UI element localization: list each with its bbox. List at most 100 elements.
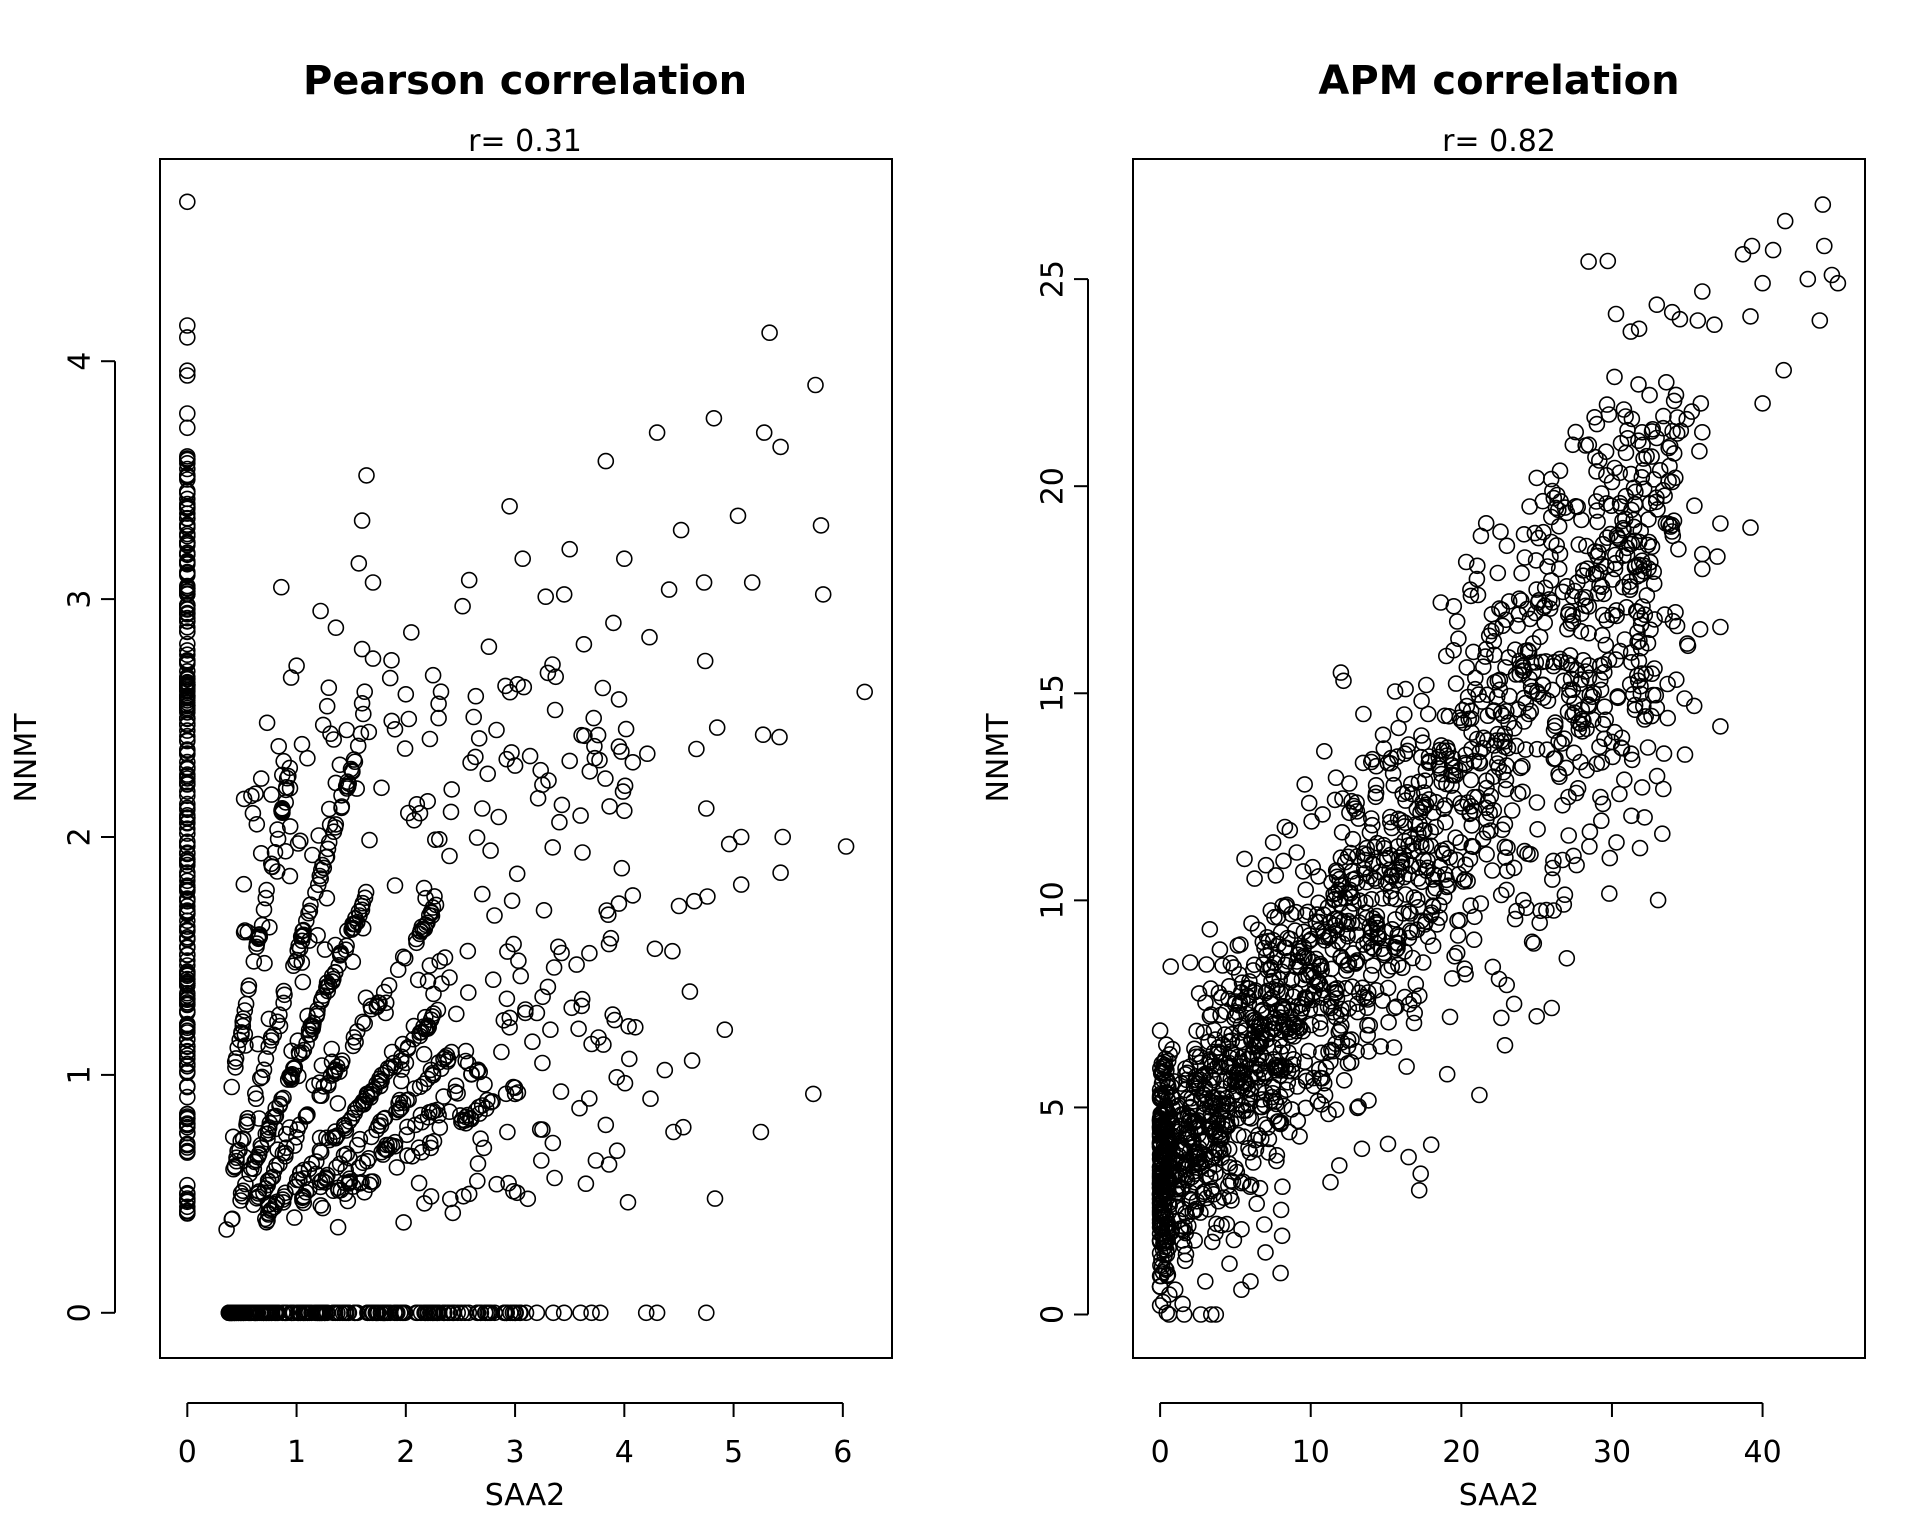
data-point [1436, 707, 1454, 725]
data-point [1396, 868, 1413, 886]
data-point [1299, 903, 1317, 921]
data-point [493, 1043, 510, 1061]
data-point [1609, 689, 1627, 707]
x-tick-label: 5 [724, 1435, 743, 1470]
data-point [681, 983, 699, 1000]
data-point [424, 666, 442, 684]
data-point [1413, 692, 1430, 710]
data-point [394, 1094, 412, 1112]
data-point [1641, 386, 1658, 404]
x-tick-label: 20 [1442, 1435, 1480, 1470]
data-point [282, 669, 300, 686]
data-point [1389, 810, 1407, 828]
data-point [546, 701, 564, 719]
data-point [1397, 680, 1414, 698]
data-point [598, 902, 616, 919]
data-point [488, 1175, 506, 1193]
data-point [179, 678, 196, 696]
data-point [1367, 776, 1385, 794]
data-point [1419, 852, 1436, 870]
data-point [417, 889, 434, 907]
data-point [1598, 396, 1616, 413]
data-point [250, 1110, 268, 1127]
data-point [1311, 1060, 1328, 1078]
data-point [580, 1090, 598, 1107]
data-point [1417, 913, 1435, 930]
data-point [179, 635, 196, 653]
data-point [1640, 533, 1658, 551]
data-point [1496, 838, 1514, 856]
data-point [626, 1019, 644, 1036]
data-point [467, 748, 484, 766]
data-point [1253, 1016, 1270, 1034]
data-point [416, 1008, 434, 1026]
data-point [1588, 415, 1606, 433]
data-point [1625, 511, 1642, 529]
data-point [1385, 776, 1403, 794]
data-point [1310, 894, 1327, 912]
data-point [1627, 483, 1644, 501]
data-point [1217, 1003, 1235, 1021]
data-point [388, 1159, 406, 1176]
data-point [1246, 956, 1263, 974]
data-point [1205, 1061, 1223, 1078]
data-point [275, 982, 293, 1000]
data-point [620, 1050, 638, 1068]
data-point [1655, 745, 1673, 762]
data-point [1554, 796, 1571, 814]
data-point [1262, 1023, 1279, 1040]
data-point [447, 1077, 465, 1095]
data-point [260, 1196, 277, 1214]
data-point [1154, 1125, 1172, 1143]
data-point [1262, 1092, 1280, 1110]
data-point [1544, 681, 1561, 699]
data-point [1427, 818, 1445, 836]
data-point [337, 1122, 355, 1139]
data-point [572, 1304, 589, 1322]
x-tick-label: 10 [1292, 1435, 1330, 1470]
data-point [473, 800, 491, 817]
data-point [395, 1214, 412, 1231]
data-point [1664, 612, 1682, 630]
data-point [1637, 708, 1654, 725]
data-point [1531, 628, 1549, 646]
data-point [1394, 785, 1411, 803]
data-point [467, 1102, 485, 1119]
data-point [1659, 709, 1676, 727]
x-tick-label: 3 [506, 1435, 525, 1470]
data-point [551, 813, 568, 831]
data-point [729, 507, 747, 525]
data-point [1297, 881, 1314, 899]
data-point [179, 912, 196, 930]
data-point [1273, 999, 1291, 1016]
data-point [1495, 763, 1512, 781]
data-point [572, 807, 589, 824]
data-point [497, 1085, 515, 1103]
data-point [416, 1020, 434, 1038]
data-point [353, 1173, 370, 1191]
data-point [1273, 1227, 1291, 1245]
data-point [1638, 587, 1656, 604]
data-point [397, 685, 415, 703]
data-point [1477, 799, 1495, 817]
data-point [656, 1061, 674, 1079]
data-point [227, 1059, 244, 1076]
data-point [1208, 1140, 1225, 1158]
data-point [289, 1304, 307, 1322]
data-point [311, 1129, 329, 1147]
data-point [179, 673, 196, 691]
data-point [1776, 212, 1794, 230]
data-point [228, 1149, 245, 1166]
data-point [321, 816, 339, 834]
data-point [1607, 546, 1624, 564]
data-point [1223, 1026, 1240, 1043]
data-point [499, 1123, 516, 1141]
data-point [1635, 557, 1653, 574]
data-point [179, 460, 196, 478]
data-point [179, 329, 196, 346]
data-point [312, 1197, 330, 1214]
data-point [1500, 593, 1518, 610]
data-point [1528, 740, 1546, 758]
data-point [1538, 901, 1555, 919]
data-point [351, 1175, 369, 1192]
